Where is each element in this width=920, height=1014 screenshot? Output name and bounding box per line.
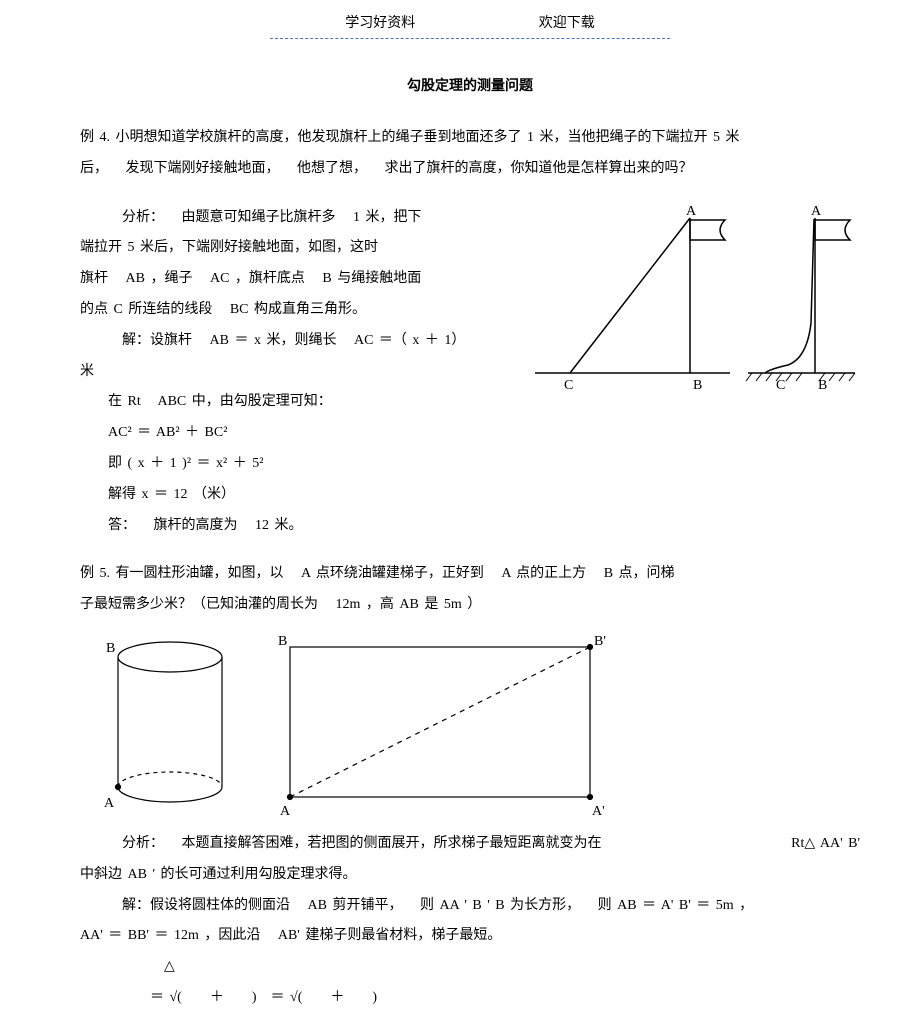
svg-text:C: C [776,378,785,393]
svg-text:A: A [104,796,115,811]
ex5-figure: B A B B' A A' [80,627,860,827]
ex4-figure: A B C [530,203,860,542]
ex5-solve-line1: 解：假设将圆柱体的侧面沿 AB 剪开铺平， 则 AA ' B ' B 为长方形，… [80,891,860,922]
svg-text:C: C [564,378,573,393]
svg-text:B: B [693,378,702,393]
svg-text:A: A [811,204,822,219]
svg-text:A: A [280,804,291,819]
svg-text:A: A [686,204,697,219]
doc-title: 勾股定理的测量问题 [80,75,860,95]
svg-text:A': A' [592,804,605,819]
ex5-triangle-symbol: △ [80,952,860,983]
ex5-analysis-line2: 中斜边 AB ' 的长可通过利用勾股定理求得。 [80,860,860,891]
ex5-radical-line: ＝ √( ＋ ) ＝ √( ＋ ) [80,983,860,1014]
ex4-eq2: 即 ( x ＋ 1 )² ＝ x² ＋ 5² [80,449,510,480]
svg-text:B: B [278,634,287,649]
ex4-text: 分析： 由题意可知绳子比旗杆多 1 米，把下 端拉开 5 米后，下端刚好接触地面… [80,203,510,542]
svg-text:B': B' [594,634,606,649]
svg-text:B: B [818,378,827,393]
ex5-intro-line1: 例 5. 有一圆柱形油罐，如图，以 A 点环绕油罐建梯子，正好到 A 点的正上方… [80,559,860,590]
ex4-body: 分析： 由题意可知绳子比旗杆多 1 米，把下 端拉开 5 米后，下端刚好接触地面… [80,203,860,542]
ex4-eq1: AC² ＝ AB² ＋ BC² [80,418,510,449]
header-right: 欢迎下载 [539,12,595,32]
header-left: 学习好资料 [345,12,415,32]
header-divider [270,38,670,39]
ex4-intro-line1: 例 4. 小明想知道学校旗杆的高度，他发现旗杆上的绳子垂到地面还多了 1 米，当… [80,123,860,154]
ex5-intro-line2: 子最短需多少米？（已知油灌的周长为 12m ，高 AB 是 5m ） [80,590,860,621]
ex4-eq3: 解得 x ＝ 12 （米） [80,480,510,511]
page-header: 学习好资料 欢迎下载 [80,12,860,32]
svg-text:B: B [106,641,115,656]
ex4-intro-line2: 后， 发现下端刚好接触地面， 他想了想， 求出了旗杆的高度，你知道他是怎样算出来… [80,154,860,185]
ex5-analysis-line1: 分析： 本题直接解答困难，若把图的侧面展开，所求梯子最短距离就变为在 Rt△ A… [80,829,860,860]
